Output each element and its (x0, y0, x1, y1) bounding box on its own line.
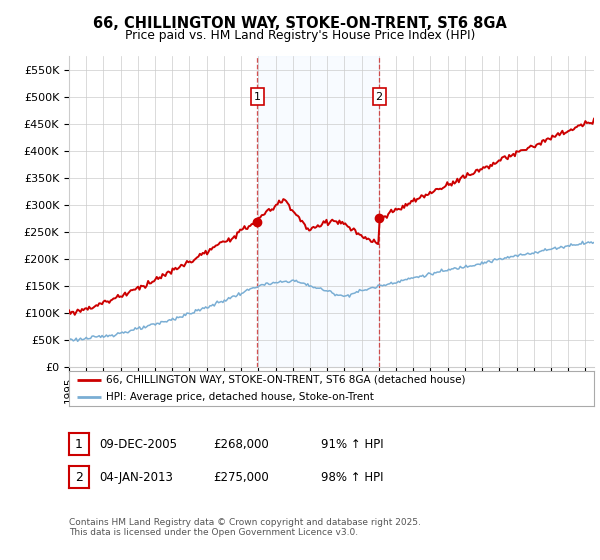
Text: Contains HM Land Registry data © Crown copyright and database right 2025.
This d: Contains HM Land Registry data © Crown c… (69, 518, 421, 538)
Text: Price paid vs. HM Land Registry's House Price Index (HPI): Price paid vs. HM Land Registry's House … (125, 29, 475, 42)
Text: 91% ↑ HPI: 91% ↑ HPI (321, 437, 383, 451)
Text: 2: 2 (376, 91, 383, 101)
Text: 04-JAN-2013: 04-JAN-2013 (99, 470, 173, 484)
Text: 1: 1 (254, 91, 260, 101)
Text: 66, CHILLINGTON WAY, STOKE-ON-TRENT, ST6 8GA: 66, CHILLINGTON WAY, STOKE-ON-TRENT, ST6… (93, 16, 507, 31)
Bar (257, 56, 379, 367)
Text: 98% ↑ HPI: 98% ↑ HPI (321, 470, 383, 484)
Text: 09-DEC-2005: 09-DEC-2005 (99, 437, 177, 451)
Text: HPI: Average price, detached house, Stoke-on-Trent: HPI: Average price, detached house, Stok… (106, 392, 374, 402)
Text: 2: 2 (75, 470, 83, 484)
Text: £268,000: £268,000 (213, 437, 269, 451)
Text: 1: 1 (75, 437, 83, 451)
Text: £275,000: £275,000 (213, 470, 269, 484)
Text: 66, CHILLINGTON WAY, STOKE-ON-TRENT, ST6 8GA (detached house): 66, CHILLINGTON WAY, STOKE-ON-TRENT, ST6… (106, 375, 465, 385)
